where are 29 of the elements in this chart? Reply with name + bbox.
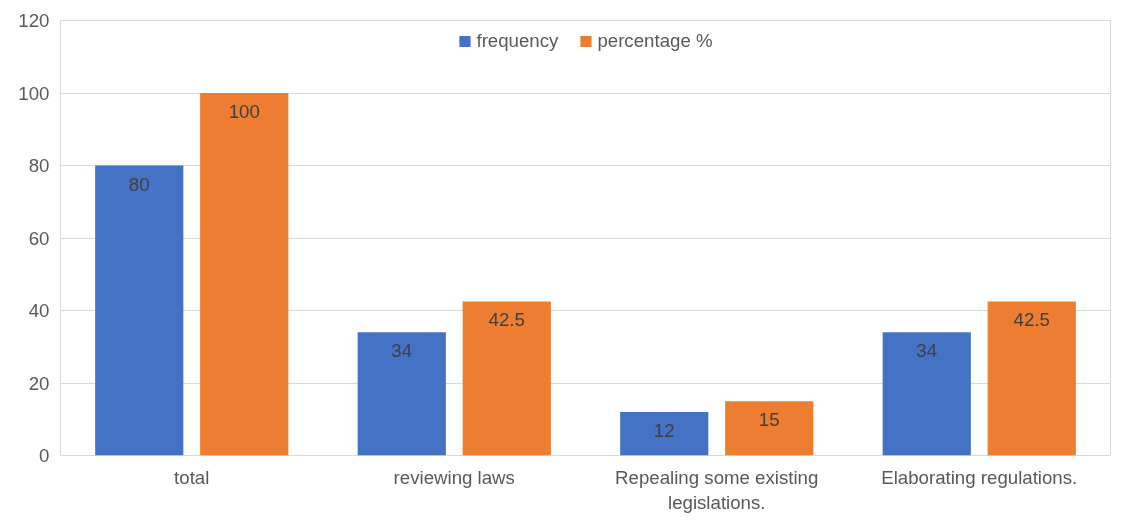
bar bbox=[357, 332, 446, 456]
x-tick-label: Elaborating regulations. bbox=[881, 466, 1078, 488]
data-label: 80 bbox=[128, 173, 150, 195]
y-tick-label: 100 bbox=[18, 82, 50, 104]
data-label: 15 bbox=[758, 409, 780, 431]
data-label: 42.5 bbox=[488, 309, 525, 331]
data-label: 34 bbox=[391, 340, 413, 362]
bar bbox=[882, 332, 971, 456]
x-tick-label: reviewing laws bbox=[393, 466, 515, 488]
legend-label: percentage % bbox=[597, 30, 713, 52]
bar bbox=[95, 165, 184, 456]
bar bbox=[987, 301, 1076, 456]
y-tick-label: 0 bbox=[39, 445, 50, 466]
data-label: 42.5 bbox=[1013, 309, 1050, 331]
x-tick-label: Repealing some existing legislations. bbox=[615, 466, 819, 513]
bar bbox=[725, 401, 814, 456]
data-label: 12 bbox=[653, 420, 675, 441]
data-label: 100 bbox=[228, 101, 260, 122]
y-tick-label: 120 bbox=[18, 10, 50, 31]
legend-label: frequency bbox=[476, 30, 559, 52]
y-tick-label: 20 bbox=[28, 372, 50, 394]
bar bbox=[200, 93, 289, 456]
y-tick-label: 80 bbox=[28, 155, 50, 176]
y-tick-label: 40 bbox=[28, 300, 50, 321]
data-label: 34 bbox=[916, 340, 938, 362]
x-tick-label: total bbox=[174, 466, 210, 488]
bar bbox=[462, 301, 551, 456]
bar bbox=[620, 412, 709, 456]
y-tick-label: 60 bbox=[28, 227, 50, 249]
